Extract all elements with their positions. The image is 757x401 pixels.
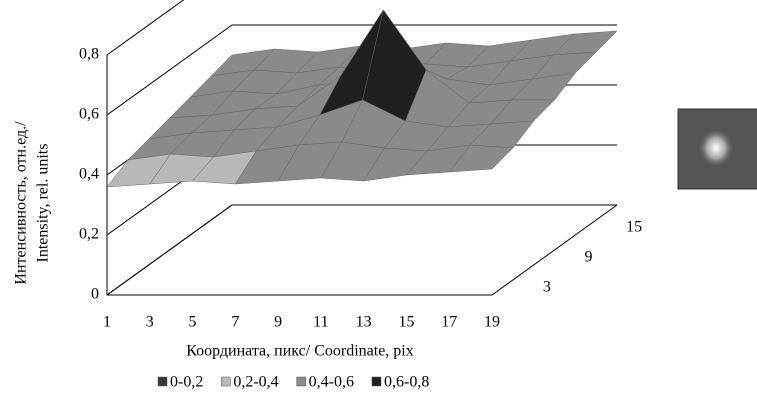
depth-tick-label: 9 (585, 249, 593, 266)
depth-tick-label: 15 (626, 219, 642, 236)
x-tick-label: 1 (103, 314, 111, 331)
x-tick-label: 17 (441, 314, 457, 331)
y-tick-label: 0 (91, 286, 99, 303)
x-tick-label: 5 (189, 314, 197, 331)
x-tick-label: 11 (313, 314, 328, 331)
chart: Интенсивность, отн.ед./ Intensity, rel. … (0, 0, 757, 401)
grid-line (107, 205, 617, 295)
legend-label: 0,2-0,4 (233, 374, 278, 391)
legend-swatch (158, 377, 167, 386)
y-tick-label: 0,8 (79, 46, 99, 63)
y-tick-label: 0,4 (79, 166, 99, 183)
legend-label: 0-0,2 (170, 374, 203, 391)
legend-label: 0,6-0,8 (384, 374, 429, 391)
y-axis-label: Интенсивность, отн.ед./ (13, 121, 30, 285)
x-tick-label: 7 (231, 314, 239, 331)
legend-swatch (221, 377, 230, 386)
legend-swatch (372, 377, 381, 386)
x-tick-label: 9 (274, 314, 282, 331)
thumbnail-spot (698, 128, 734, 168)
x-axis-label: Координата, пикс/ Coordinate, pix (186, 343, 414, 360)
y-tick-label: 0,2 (79, 226, 99, 243)
y-tick-label: 0,6 (79, 106, 99, 123)
x-tick-label: 13 (356, 314, 372, 331)
depth-tick-label: 3 (543, 279, 551, 296)
legend-swatch (297, 377, 306, 386)
x-tick-label: 19 (484, 314, 500, 331)
x-tick-label: 3 (146, 314, 154, 331)
axis-frame (107, 205, 232, 295)
y-axis-label: Intensity, rel. units (35, 144, 52, 263)
legend-label: 0,4-0,6 (309, 374, 354, 391)
x-tick-label: 15 (398, 314, 414, 331)
